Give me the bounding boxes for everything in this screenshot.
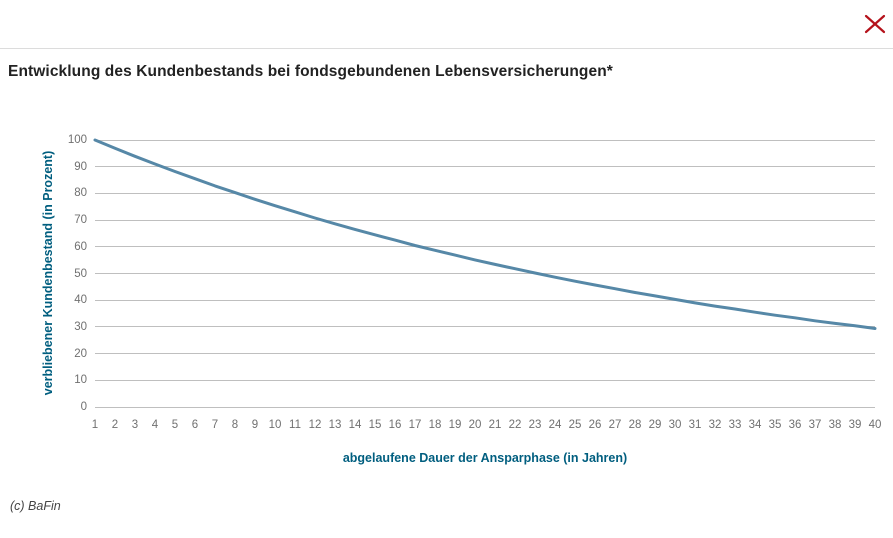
y-tick-label: 80 (74, 187, 87, 200)
y-tick-label: 20 (74, 347, 87, 360)
gridline (95, 353, 875, 355)
y-tick-label: 100 (67, 134, 87, 146)
x-tick-label: 7 (211, 419, 219, 431)
x-tick-label: 34 (748, 419, 762, 431)
x-tick-label: 1 (91, 419, 99, 431)
x-tick-label: 11 (289, 419, 301, 431)
y-tick-label: 0 (80, 401, 87, 413)
gridline (95, 326, 875, 328)
x-tick-label: 13 (328, 419, 342, 431)
x-tick-label: 39 (848, 419, 862, 431)
x-tick-label: 27 (608, 419, 622, 431)
y-tick-label: 70 (74, 214, 87, 227)
x-tick-label: 16 (388, 419, 402, 431)
y-tick-label: 40 (74, 294, 87, 307)
x-tick-label: 9 (251, 419, 259, 431)
x-tick-label: 20 (468, 419, 482, 431)
gridline (95, 379, 875, 381)
chart-title: Entwicklung des Kundenbestands bei fonds… (8, 63, 613, 80)
x-tick-label: 38 (828, 419, 842, 431)
close-icon (864, 14, 886, 34)
close-button[interactable] (860, 10, 890, 38)
x-tick-label: 5 (171, 419, 179, 431)
copyright-credit: (c) BaFin (10, 499, 61, 513)
y-tick-label: 90 (74, 160, 87, 173)
x-tick-label: 8 (231, 419, 239, 431)
x-tick-label: 40 (868, 419, 882, 431)
x-tick-label: 31 (688, 419, 702, 431)
gridline (95, 246, 875, 248)
x-tick-label: 33 (728, 419, 742, 431)
x-tick-label: 2 (111, 419, 119, 431)
y-tick-label: 10 (74, 374, 87, 387)
x-tick-label: 15 (368, 419, 382, 431)
gridline (95, 139, 875, 141)
x-tick-label: 3 (131, 419, 139, 431)
x-tick-label: 10 (268, 419, 282, 431)
gridline (95, 406, 875, 408)
x-axis-title: abgelaufene Dauer der Ansparphase (in Ja… (342, 451, 628, 465)
x-tick-label: 29 (648, 419, 662, 431)
x-tick-label: 28 (628, 419, 642, 431)
x-tick-label: 37 (808, 419, 822, 431)
x-tick-label: 17 (408, 419, 422, 431)
x-tick-label: 30 (668, 419, 682, 431)
x-tick-label: 18 (428, 419, 442, 431)
x-tick-label: 6 (191, 419, 199, 431)
gridline (95, 273, 875, 274)
y-tick-label: 60 (74, 240, 87, 253)
x-tick-label: 22 (508, 419, 522, 431)
x-tick-label: 4 (151, 419, 159, 431)
y-tick-label: 50 (74, 267, 87, 280)
x-tick-label: 25 (568, 419, 582, 431)
x-tick-label: 23 (528, 419, 542, 431)
gridline (95, 192, 875, 194)
y-tick-label: 30 (74, 320, 87, 333)
x-tick-label: 12 (308, 419, 322, 431)
x-tick-label: 19 (448, 419, 462, 431)
x-tick-label: 14 (348, 419, 362, 431)
x-tick-label: 32 (708, 419, 722, 431)
x-tick-label: 21 (488, 419, 502, 431)
line-series (93, 138, 877, 330)
x-tick-label: 35 (768, 419, 782, 431)
plot-area (93, 138, 877, 408)
gridline (95, 166, 875, 168)
x-tick-label: 26 (588, 419, 602, 431)
x-tick-label: 36 (788, 419, 802, 431)
header-divider (0, 48, 893, 49)
x-tick-label: 24 (548, 419, 562, 431)
gridline (95, 219, 875, 221)
gridline (95, 299, 875, 301)
